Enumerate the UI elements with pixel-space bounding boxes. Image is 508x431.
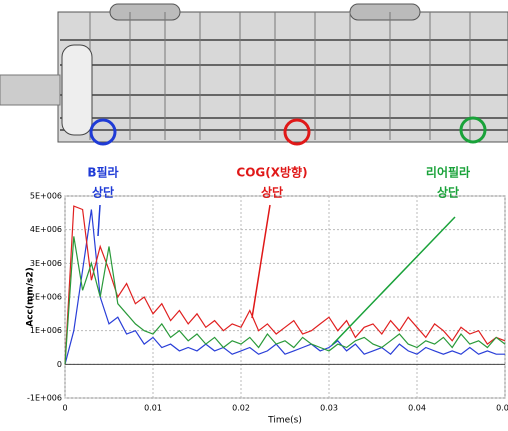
x-tick-label: 0.03	[320, 404, 338, 413]
y-tick-label: 5E+006	[30, 192, 62, 201]
annotation: 리어필라	[426, 165, 470, 180]
annotation: COG(X방향)	[236, 165, 307, 180]
y-axis-label: Acc(mm/s2)	[26, 267, 36, 327]
x-tick-label: 0	[62, 404, 67, 413]
x-axis-label: Time(s)	[267, 416, 302, 426]
y-tick-label: -1E+006	[27, 394, 62, 403]
x-tick-label: 0.05	[496, 404, 508, 413]
y-tick-label: 0	[57, 360, 62, 369]
y-tick-label: 4E+006	[30, 225, 62, 234]
x-tick-label: 0.02	[232, 404, 250, 413]
annotation: 상단	[261, 185, 283, 200]
annotation: 상단	[92, 185, 114, 200]
x-tick-label: 0.01	[144, 404, 162, 413]
bus-frame	[0, 4, 508, 144]
x-tick-label: 0.04	[408, 404, 426, 413]
annotation: 상단	[437, 185, 459, 200]
annotation: B필라	[87, 165, 118, 180]
y-tick-label: 3E+006	[30, 259, 62, 268]
page: -1E+00601E+0062E+0063E+0064E+0065E+00600…	[0, 0, 508, 427]
